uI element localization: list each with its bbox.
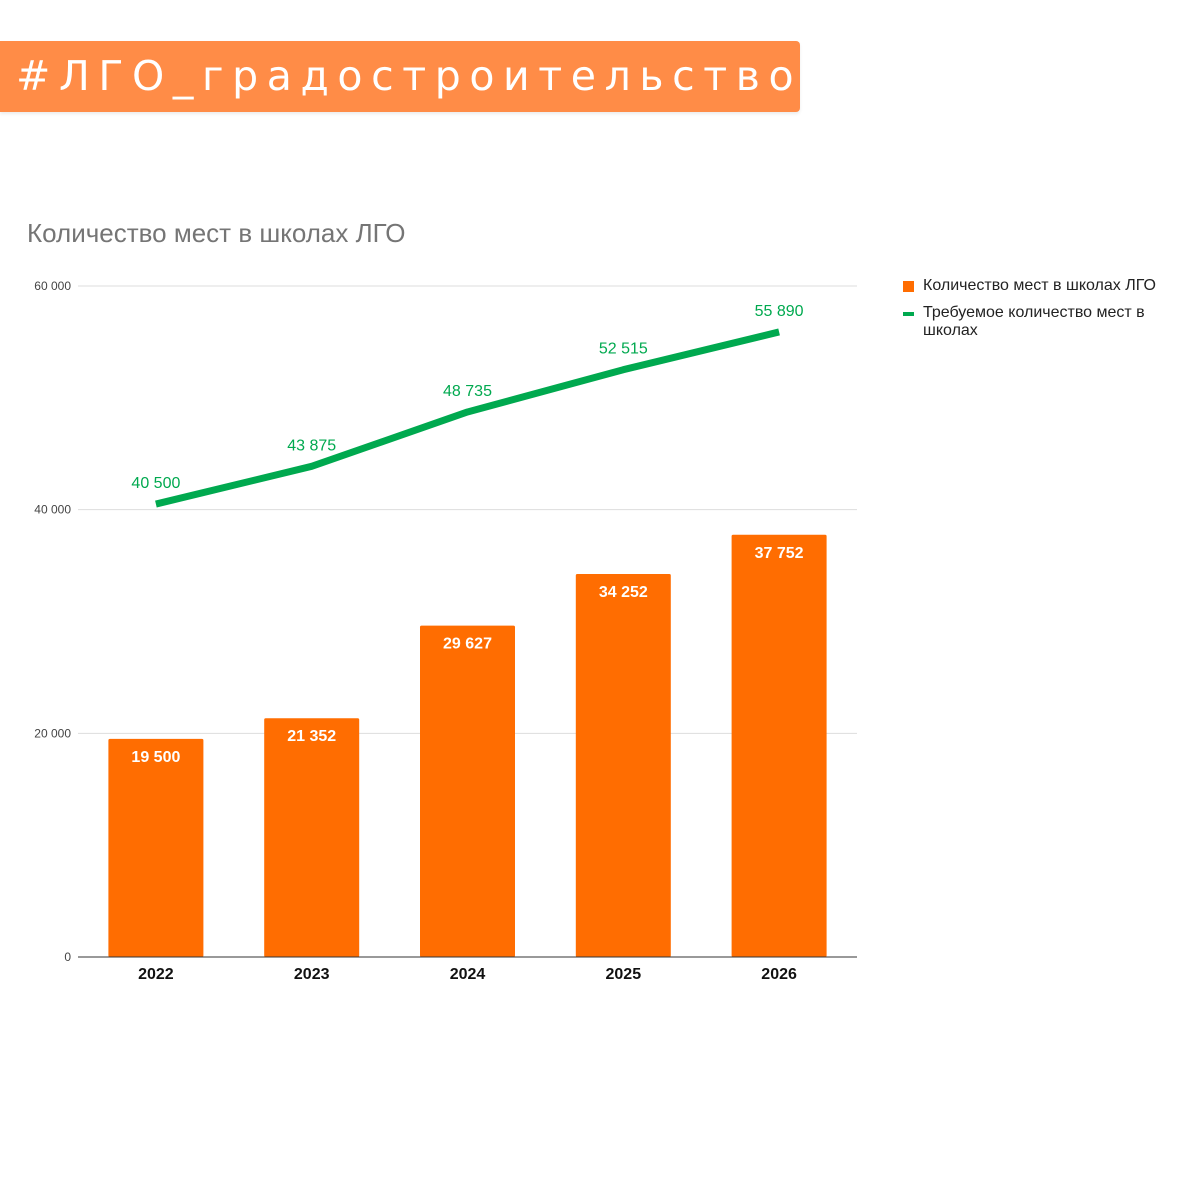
x-tick-label: 2022 (138, 966, 174, 983)
hashtag-text: #ЛГО_градостроительство (16, 52, 803, 100)
bar (108, 738, 204, 957)
bar-data-label: 37 752 (755, 545, 804, 562)
chart-legend: Количество мест в школах ЛГО Требуемое к… (903, 277, 1188, 349)
bar-data-label: 29 627 (443, 636, 492, 653)
bar (264, 718, 360, 957)
line-data-label: 55 890 (755, 303, 804, 320)
legend-swatch-line (903, 312, 914, 316)
y-tick-label: 60 000 (34, 279, 71, 293)
line-data-label: 48 735 (443, 383, 492, 400)
bar (420, 625, 515, 957)
legend-swatch-bars (903, 281, 914, 292)
x-tick-label: 2024 (450, 966, 486, 983)
legend-label-bars: Количество мест в школах ЛГО (923, 277, 1156, 294)
bar-data-label: 19 500 (131, 749, 180, 766)
line-data-label: 40 500 (131, 475, 180, 492)
hashtag-banner: #ЛГО_градостроительство (0, 41, 800, 112)
y-tick-label: 20 000 (34, 726, 71, 740)
bar-data-label: 34 252 (599, 584, 648, 601)
legend-label-line: Требуемое количество мест в школах (923, 304, 1145, 339)
x-tick-label: 2026 (761, 966, 797, 983)
line-series (155, 328, 780, 508)
y-tick-label: 40 000 (34, 503, 71, 517)
bar (575, 573, 671, 957)
bar (731, 534, 827, 957)
y-tick-label: 0 (64, 950, 71, 964)
line-data-label: 52 515 (599, 341, 648, 358)
chart-title: Количество мест в школах ЛГО (27, 218, 406, 248)
line-data-label: 43 875 (287, 437, 336, 454)
legend-item-bars: Количество мест в школах ЛГО (903, 277, 1188, 295)
bar-data-label: 21 352 (287, 728, 336, 745)
x-tick-label: 2025 (606, 966, 642, 983)
x-tick-label: 2023 (294, 966, 330, 983)
legend-item-line: Требуемое количество мест в школах (903, 304, 1188, 340)
